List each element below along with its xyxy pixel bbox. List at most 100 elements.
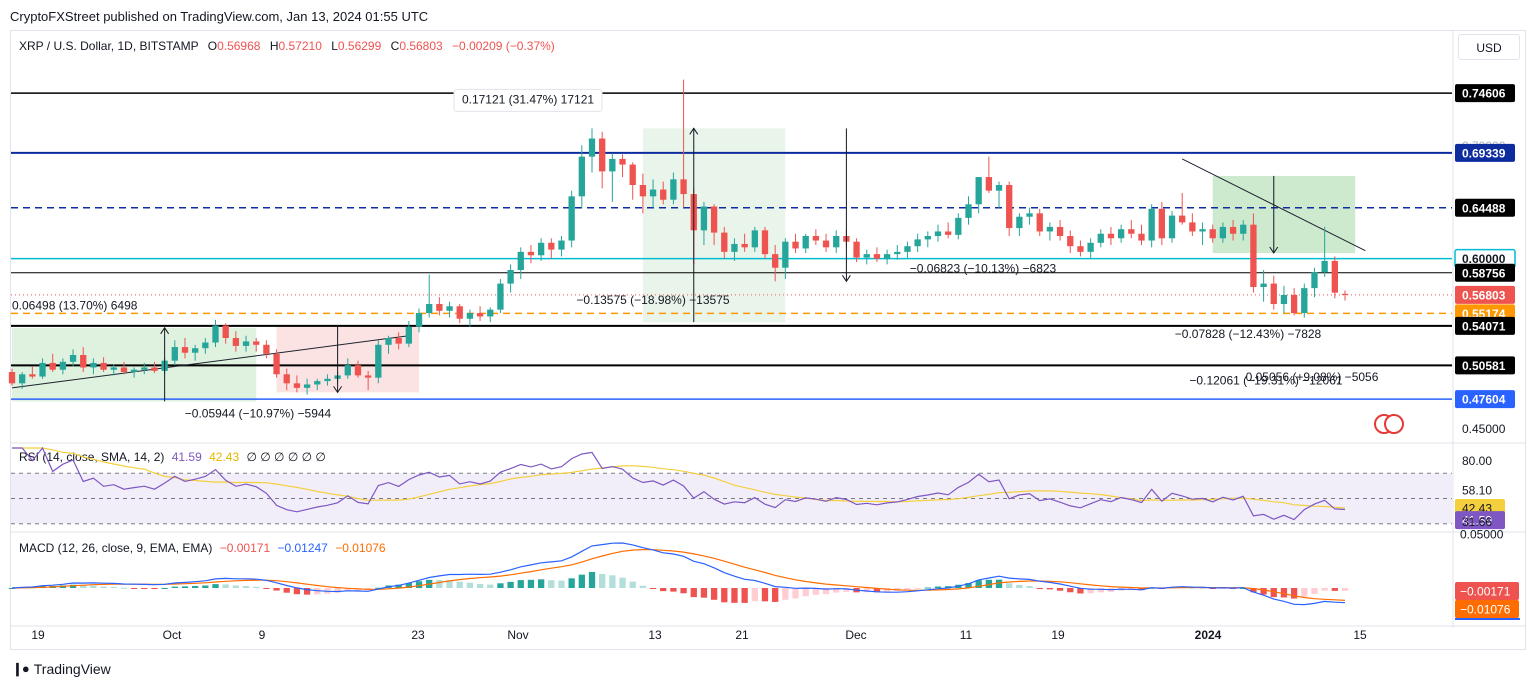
macd-histogram-bar (303, 588, 311, 595)
candle-down (853, 241, 860, 258)
candle-up (883, 254, 891, 259)
rsi-axis-label: 58.10 (1462, 484, 1492, 498)
candle-up (1016, 216, 1023, 229)
macd-histogram-bar (914, 588, 921, 589)
measure-label: 0.17121 (31.47%) 17121 (462, 92, 594, 106)
macd-legend: MACD (12, 26, close, 9, EMA, EMA) −0.001… (19, 541, 386, 555)
macd-histogram-bar (517, 580, 524, 588)
macd-histogram-bar (660, 588, 667, 592)
macd-histogram-bar (100, 586, 107, 588)
high-value: 0.57210 (278, 39, 322, 53)
macd-axis-label: 0.05000 (1460, 528, 1504, 542)
candle-up (924, 236, 931, 240)
candle-up (670, 179, 677, 200)
measure-arrowhead (1269, 246, 1279, 254)
candle-down (1331, 260, 1338, 293)
measure-label: −0.07828 (−12.43%) −7828 (1175, 327, 1322, 341)
currency-button[interactable]: USD (1458, 34, 1520, 60)
macd-histogram-bar (527, 579, 535, 588)
macd-histogram-bar (456, 581, 463, 588)
macd-histogram-bar (1331, 588, 1338, 591)
candle-up (731, 243, 738, 252)
candle-up (955, 217, 962, 235)
macd-histogram-bar (171, 586, 178, 588)
footer-brand[interactable]: ❙● TradingView (12, 661, 111, 677)
macd-axis-label: −0.00171 (1460, 585, 1511, 599)
candle-down (395, 338, 402, 344)
candle-down (944, 231, 952, 235)
candle-up (934, 231, 942, 236)
macd-histogram-bar (649, 588, 657, 589)
candle-up (405, 326, 413, 344)
macd-histogram-bar (293, 588, 301, 595)
measure-label: −0.05944 (−10.97%) −5944 (185, 406, 332, 420)
low-label: L (331, 39, 338, 53)
macd-histogram-bar (436, 579, 443, 588)
candle-up (1117, 229, 1125, 239)
publisher-line: CryptoFXStreet published on TradingView.… (10, 9, 429, 24)
candle-down (822, 240, 830, 248)
candle-down (680, 179, 687, 195)
candle-up (517, 251, 524, 270)
macd-histogram-bar (548, 580, 555, 588)
macd-axis-label-bg (1455, 600, 1519, 618)
candle-up (212, 325, 219, 343)
price-axis-label-bg (1455, 285, 1515, 304)
candle-down (721, 232, 728, 252)
candle-down (1128, 229, 1135, 234)
change-value: −0.00209 (−0.37%) (452, 39, 555, 53)
macd-histogram-bar (537, 579, 545, 588)
price-axis-label-bg (1455, 143, 1515, 162)
measure-label: −0.06823 (−10.13%) −6823 (910, 261, 1057, 275)
macd-histogram-bar (802, 588, 809, 597)
candle-down (527, 251, 535, 256)
macd-histogram-bar (822, 588, 830, 595)
candle-up (894, 251, 901, 255)
candle-down (772, 254, 779, 268)
measure-arrowhead (689, 127, 699, 135)
macd-histogram-bar (120, 587, 128, 589)
candle-down (873, 254, 881, 259)
candle-down (8, 372, 16, 384)
candle-down (232, 338, 240, 346)
macd-axis-label-bg (1455, 582, 1519, 600)
rsi-line (12, 446, 1346, 521)
candle-up (1219, 226, 1227, 239)
macd-histogram-bar (487, 584, 494, 588)
price-axis-label: 0.50581 (1462, 359, 1506, 373)
candle-up (110, 367, 117, 370)
time-axis-label: 15 (1353, 628, 1367, 642)
macd-histogram-bar (476, 583, 484, 588)
open-label: O (207, 39, 218, 53)
candle-up (415, 313, 423, 327)
macd-histogram-bar (1240, 587, 1247, 589)
close-label: C (390, 39, 400, 53)
measure-label: 0.06498 (13.70%) 6498 (12, 299, 138, 313)
candle-up (802, 236, 809, 249)
candle-down (49, 362, 56, 370)
candle-up (1280, 294, 1288, 304)
macd-histogram-bar (904, 588, 911, 590)
price-axis-label-bg (1455, 356, 1515, 375)
footer-brand-label: TradingView (33, 661, 111, 677)
macd-histogram-bar (1026, 586, 1033, 588)
candle-down (29, 374, 36, 377)
candle-up (1097, 233, 1104, 243)
candle-down (456, 306, 463, 319)
candle-down (436, 304, 443, 311)
price-axis-label: 0.56803 (1462, 288, 1506, 302)
candle-up (385, 338, 392, 345)
symbol-name[interactable]: XRP / U.S. Dollar, 1D, BITSTAMP (19, 39, 199, 53)
measure-label: −0.12061 (−19.31%) −12061 (1189, 373, 1342, 387)
macd-histogram-bar (202, 585, 209, 588)
rsi-title[interactable]: RSI (14, close, SMA, 14, 2) (19, 450, 165, 464)
macd-histogram-bar (599, 573, 606, 588)
time-axis-label: 23 (411, 628, 425, 642)
macd-histogram-bar (1087, 588, 1094, 594)
candle-up (1046, 226, 1054, 232)
candle-up (375, 344, 382, 378)
macd-title[interactable]: MACD (12, 26, close, 9, EMA, EMA) (19, 541, 213, 555)
macd-histogram-bar (8, 588, 16, 589)
candle-up (90, 362, 97, 368)
